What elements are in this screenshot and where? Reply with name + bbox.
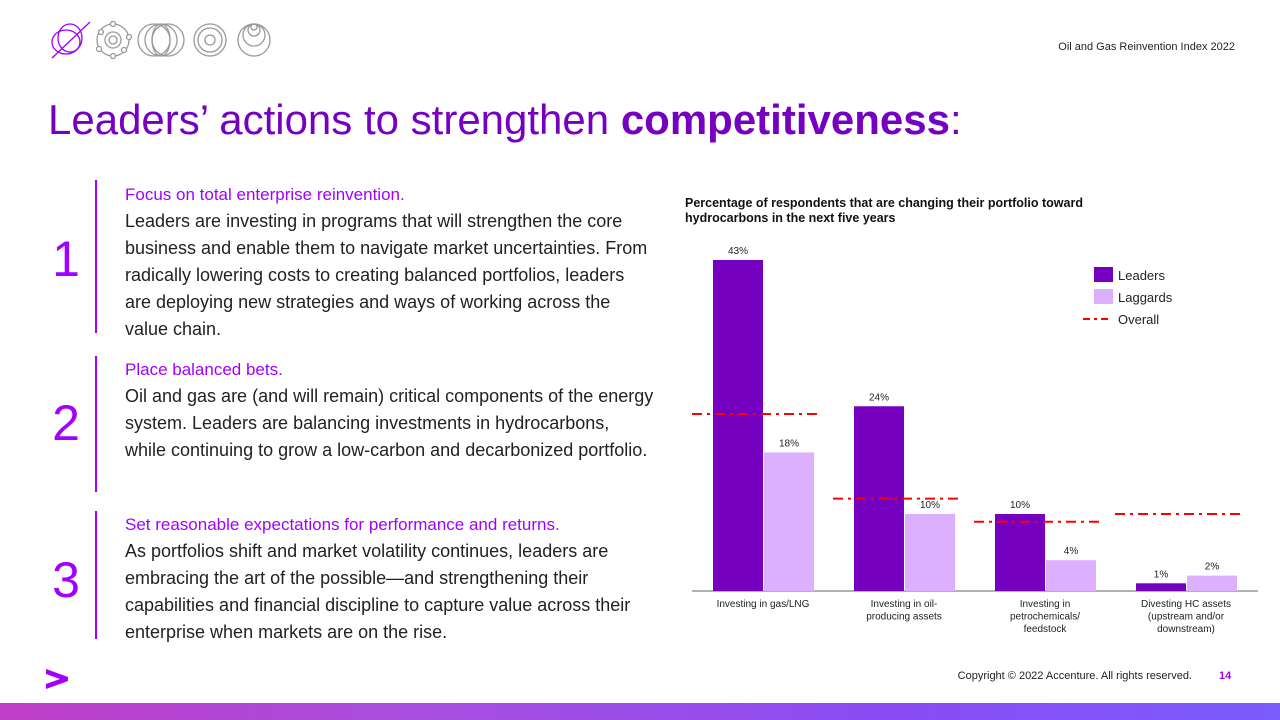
item-number: 1: [52, 231, 80, 287]
divider: [95, 511, 97, 639]
action-item-1: 1 Focus on total enterprise reinvention.…: [48, 180, 648, 340]
legend-swatch-leaders: [1094, 267, 1113, 282]
item-body: As portfolios shift and market volatilit…: [125, 541, 631, 642]
item-body: Leaders are investing in programs that w…: [125, 211, 648, 339]
legend-label: Overall: [1118, 312, 1159, 327]
item-heading: Set reasonable expectations for performa…: [125, 515, 560, 534]
overlapping-circles-icon: [137, 23, 185, 57]
data-label: 43%: [728, 246, 748, 257]
category-label: petrochemicals/: [1010, 612, 1080, 623]
divider: [95, 356, 97, 492]
category-label: feedstock: [1024, 624, 1068, 635]
data-label: 1%: [1154, 569, 1169, 580]
divider: [95, 180, 97, 333]
category-label: (upstream and/or: [1148, 612, 1225, 623]
item-heading: Focus on total enterprise reinvention.: [125, 185, 405, 204]
bar-laggards: [764, 452, 814, 591]
item-heading: Place balanced bets.: [125, 360, 283, 379]
action-item-3: 3 Set reasonable expectations for perfor…: [48, 511, 648, 651]
concentric-circles-icon: [193, 23, 227, 57]
data-label: 18%: [779, 438, 799, 449]
page-number: 14: [1219, 670, 1232, 682]
item-number: 3: [52, 552, 80, 608]
bar-leaders: [995, 514, 1045, 591]
category-label: Divesting HC assets: [1141, 599, 1231, 610]
header-icons: [46, 18, 276, 67]
nested-circles-icon: [237, 23, 271, 57]
copyright: Copyright © 2022 Accenture. All rights r…: [957, 670, 1192, 682]
bar-leaders: [713, 260, 763, 591]
reinvention-icon: [51, 21, 91, 59]
chart-title: Percentage of respondents that are chang…: [685, 196, 1083, 225]
category-label: Investing in gas/LNG: [717, 599, 810, 610]
category-label: downstream): [1157, 624, 1215, 635]
item-body: Oil and gas are (and will remain) critic…: [125, 386, 654, 460]
report-name: Oil and Gas Reinvention Index 2022: [1058, 41, 1235, 53]
item-number: 2: [52, 395, 80, 451]
atom-icon: [95, 20, 133, 60]
category-label: producing assets: [866, 612, 942, 623]
action-item-2: 2 Place balanced bets. Oil and gas are (a…: [48, 356, 653, 496]
bar-laggards: [905, 514, 955, 591]
title-bold: competitiveness: [620, 96, 950, 143]
data-label: 4%: [1064, 546, 1079, 557]
data-label: 10%: [1010, 500, 1030, 511]
page-title: Leaders’ actions to strengthen competiti…: [48, 96, 962, 144]
data-label: 24%: [869, 392, 889, 403]
footer-gradient-bar: [0, 703, 1280, 720]
data-label: 2%: [1205, 562, 1220, 573]
bar-laggards: [1187, 575, 1237, 591]
legend-swatch-laggards: [1094, 289, 1113, 304]
legend-label: Leaders: [1118, 268, 1165, 283]
title-suffix: :: [949, 96, 962, 143]
data-label: 10%: [920, 500, 940, 511]
category-label: Investing in: [1020, 599, 1071, 610]
bar-leaders: [1136, 583, 1186, 591]
bar-laggards: [1046, 560, 1096, 591]
title-regular: Leaders’ actions to strengthen: [48, 96, 621, 143]
category-label: Investing in oil-: [871, 599, 938, 610]
legend-label: Laggards: [1118, 290, 1173, 305]
accenture-logo: [46, 664, 68, 696]
